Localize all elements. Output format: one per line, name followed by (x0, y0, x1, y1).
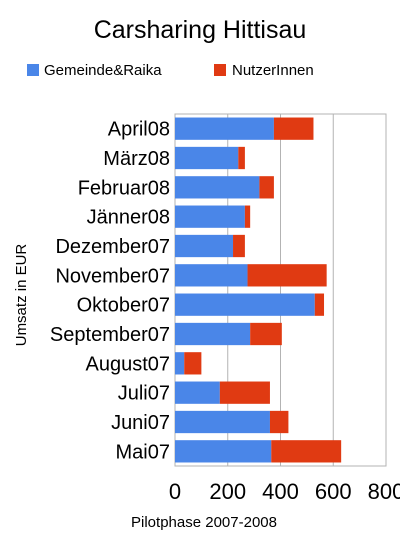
x-tick-label: 0 (169, 479, 181, 504)
bar-nutzerinnen-10 (269, 410, 289, 434)
bar-nutzerinnen-6 (314, 293, 325, 316)
legend: Gemeinde&Raika NutzerInnen (27, 62, 314, 79)
bar-gemeinde-raika-2 (175, 176, 260, 199)
bar-gemeinde-raika-7 (175, 322, 251, 346)
category-label: September07 (50, 324, 170, 346)
bar-nutzerinnen-11 (271, 440, 342, 463)
legend-label-gemeinde-raika: Gemeinde&Raika (44, 62, 162, 79)
bar-gemeinde-raika-11 (175, 440, 272, 463)
x-tick-label: 800 (368, 479, 400, 504)
category-label: Februar08 (78, 177, 170, 199)
x-tick-label: 200 (209, 479, 246, 504)
y-axis-label: Umsatz in EUR (13, 244, 30, 347)
bar-gemeinde-raika-8 (175, 352, 185, 375)
chart-title: Carsharing Hittisau (94, 16, 307, 44)
category-label: April08 (108, 119, 170, 141)
category-label: Oktober07 (77, 295, 170, 317)
category-label: Dezember07 (55, 236, 170, 258)
category-label: November07 (55, 265, 170, 287)
bar-nutzerinnen-5 (247, 264, 327, 287)
bar-gemeinde-raika-6 (175, 293, 315, 316)
category-label: Mai07 (116, 441, 170, 463)
category-label: Jänner08 (87, 207, 170, 229)
bar-gemeinde-raika-9 (175, 381, 220, 404)
bar-nutzerinnen-7 (250, 322, 282, 346)
legend-swatch-nutzerinnen (214, 64, 226, 76)
plot-frame (174, 113, 387, 467)
bar-gemeinde-raika-4 (175, 234, 234, 258)
bar-gemeinde-raika-0 (175, 117, 274, 140)
legend-swatch-gemeinde-raika (27, 64, 39, 76)
x-axis-label: Pilotphase 2007-2008 (131, 514, 277, 531)
bar-gemeinde-raika-5 (175, 264, 248, 287)
bar-nutzerinnen-4 (233, 234, 245, 258)
bar-nutzerinnen-3 (244, 205, 251, 228)
bar-gemeinde-raika-3 (175, 205, 245, 228)
category-label: Juni07 (111, 412, 170, 434)
legend-label-nutzerinnen: NutzerInnen (232, 62, 314, 79)
bar-nutzerinnen-2 (259, 176, 274, 199)
bar-nutzerinnen-0 (273, 117, 314, 140)
bar-nutzerinnen-8 (184, 352, 202, 375)
bar-nutzerinnen-9 (219, 381, 270, 404)
category-label: August07 (85, 353, 170, 375)
plot-area: April08 März08 Februar08 Jänner08 Dezember07… (50, 113, 400, 504)
category-label: März08 (103, 148, 170, 170)
bar-nutzerinnen-1 (238, 146, 245, 170)
category-label: Juli07 (118, 383, 170, 405)
x-tick-label: 600 (315, 479, 352, 504)
x-tick-label: 400 (262, 479, 299, 504)
bar-gemeinde-raika-1 (175, 146, 239, 170)
bar-gemeinde-raika-10 (175, 410, 270, 434)
